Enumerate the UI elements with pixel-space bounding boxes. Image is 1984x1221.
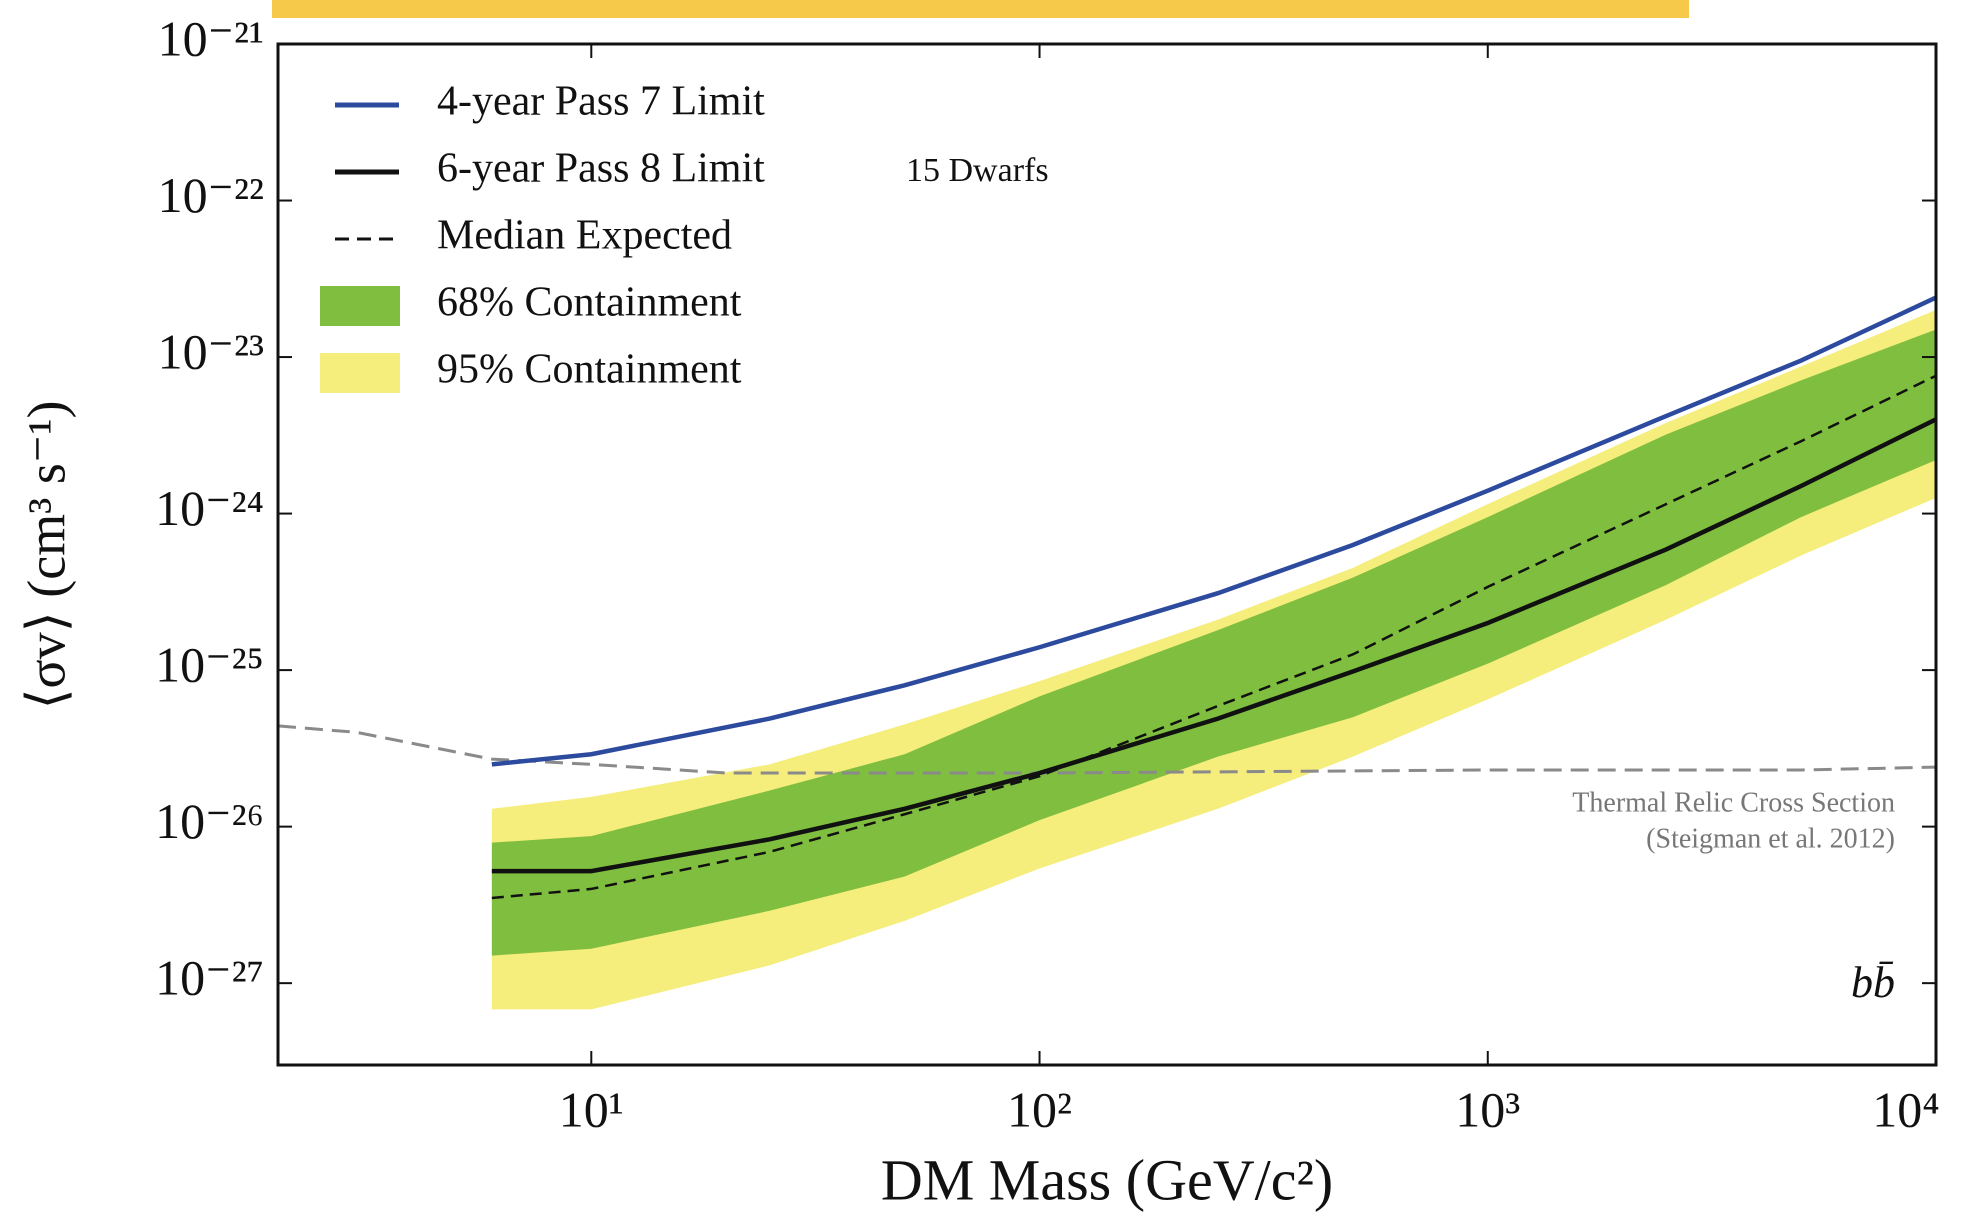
annotation: 15 Dwarfs (906, 152, 1049, 189)
annotation: Thermal Relic Cross Section (1572, 787, 1895, 818)
legend-swatch (320, 353, 400, 393)
annotation: (Steigman et al. 2012) (1646, 823, 1895, 854)
legend-label: 68% Containment (437, 280, 742, 326)
legend-label: Median Expected (437, 213, 732, 259)
x-tick-label: 10⁴ (1872, 1081, 1939, 1137)
axes-frame (276, 42, 1938, 1067)
band (491, 329, 1936, 956)
reference-line (278, 724, 1936, 775)
line (491, 295, 1936, 767)
y-tick-label: 10⁻²³ (158, 324, 264, 380)
y-tick-label: 10⁻²² (158, 167, 264, 223)
x-tick-label: 10² (1007, 1081, 1072, 1137)
y-tick-label: 10⁻²⁶ (155, 793, 264, 849)
y-axis-label: ⟨σv⟩ (cm³ s⁻¹) (16, 400, 76, 709)
annotation: bb̄ (1851, 958, 1895, 1007)
line (491, 374, 1936, 900)
x-axis-label: DM Mass (GeV/c²) (881, 1147, 1333, 1212)
legend-label: 95% Containment (437, 347, 742, 393)
y-tick-label: 10⁻²⁷ (155, 950, 264, 1006)
legend-label: 6-year Pass 8 Limit (437, 146, 765, 192)
line (491, 417, 1936, 874)
legend-label: 4-year Pass 7 Limit (437, 79, 765, 125)
y-tick-label: 10⁻²⁴ (155, 480, 264, 536)
legend-swatch (320, 286, 400, 326)
plot-content (278, 295, 1936, 1010)
x-tick-label: 10¹ (559, 1081, 624, 1137)
y-tick-label: 10⁻²⁵ (155, 637, 264, 693)
x-tick-label: 10³ (1455, 1081, 1520, 1137)
y-tick-label: 10⁻²¹ (158, 10, 264, 66)
banner-decoration (272, 0, 1689, 18)
